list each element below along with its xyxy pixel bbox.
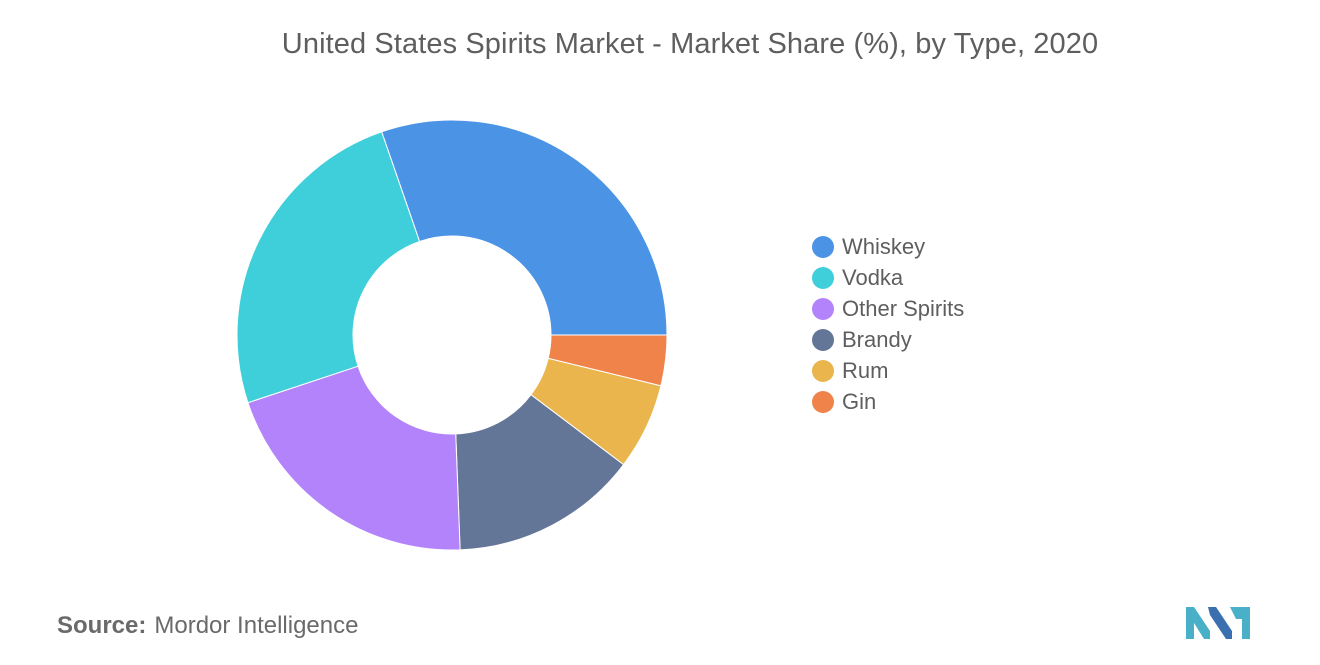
legend-item-gin: Gin [812, 386, 964, 417]
legend-swatch-vodka [812, 266, 834, 289]
legend-swatch-gin [812, 390, 834, 413]
legend-label-rum: Rum [842, 357, 889, 383]
legend-item-rum: Rum [812, 355, 964, 386]
chart-title: United States Spirits Market - Market Sh… [281, 28, 1099, 60]
chart-legend: Whiskey Vodka Other Spirits Brandy Rum Gin [812, 231, 964, 417]
legend-label-gin: Gin [842, 388, 877, 414]
legend-swatch-whiskey [812, 235, 834, 258]
donut-slice-brandy [455, 393, 625, 551]
donut-slice-other-spirits [247, 365, 461, 551]
legend-item-brandy: Brandy [812, 324, 964, 355]
donut-chart [236, 119, 668, 551]
legend-swatch-brandy [812, 328, 834, 351]
legend-swatch-other-spirits [812, 297, 834, 320]
source-label: Source: [57, 612, 147, 639]
legend-item-vodka: Vodka [812, 262, 964, 293]
donut-slice-vodka [236, 131, 421, 404]
legend-item-other-spirits: Other Spirits [812, 293, 964, 324]
source-note: Source: Mordor Intelligence [57, 612, 358, 640]
legend-label-brandy: Brandy [842, 326, 912, 352]
mordor-intelligence-logo-icon [1186, 607, 1250, 639]
legend-item-whiskey: Whiskey [812, 231, 964, 262]
legend-label-vodka: Vodka [842, 264, 904, 290]
donut-slice-whiskey [381, 119, 668, 336]
source-text: Mordor Intelligence [154, 612, 359, 639]
legend-label-other-spirits: Other Spirits [842, 295, 965, 321]
legend-label-whiskey: Whiskey [842, 233, 926, 259]
legend-swatch-rum [812, 359, 834, 382]
